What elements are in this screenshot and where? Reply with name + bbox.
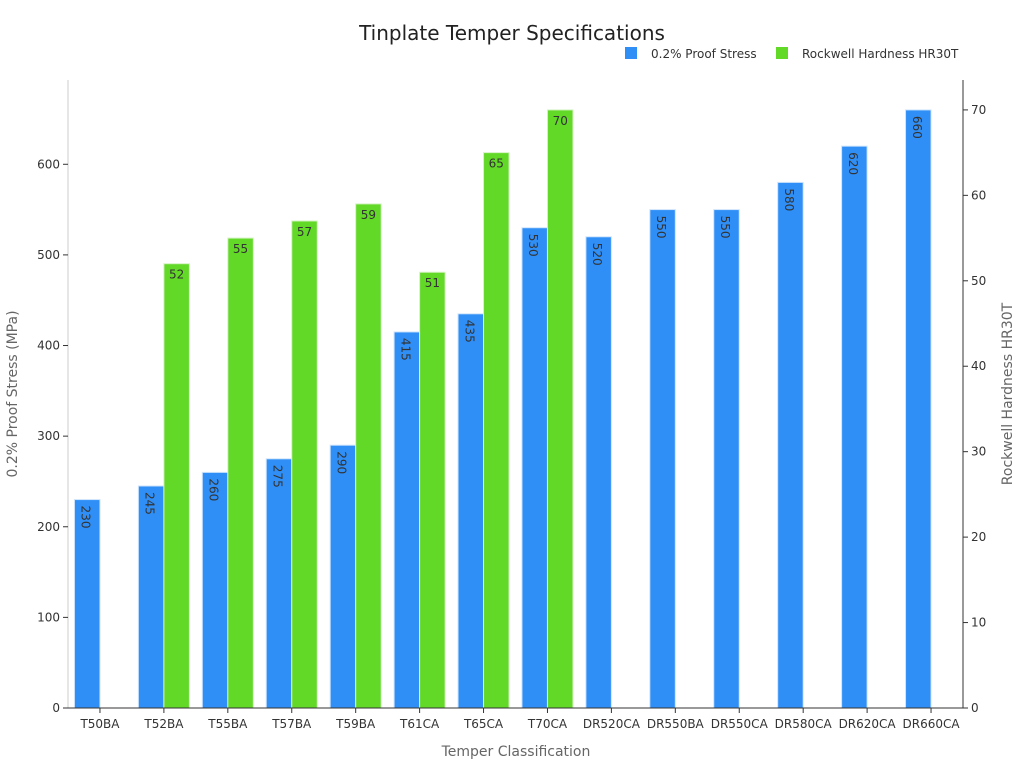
left-y-tick-label: 400	[37, 339, 60, 353]
left-y-tick-label: 0	[52, 701, 60, 715]
hardness-value-label: 70	[553, 114, 568, 128]
x-tick-label: T70CA	[527, 717, 568, 731]
proof-stress-bar	[457, 313, 485, 709]
left-y-axis: 0 100 200 300 400 500 600	[37, 157, 68, 715]
proof-stress-bar	[265, 458, 293, 709]
hardness-bar	[227, 237, 254, 709]
left-y-tick-label: 300	[37, 429, 60, 443]
left-y-tick-label: 600	[37, 157, 60, 171]
proof-stress-value-label: 245	[143, 492, 157, 515]
right-y-tick-label: 40	[971, 359, 986, 373]
proof-stress-bar	[73, 499, 101, 709]
x-tick-label: DR550BA	[647, 717, 705, 731]
proof-stress-bar	[649, 209, 676, 709]
legend-label-proof-stress: 0.2% Proof Stress	[651, 47, 757, 61]
proof-stress-value-label: 435	[462, 320, 476, 343]
left-y-axis-title: 0.2% Proof Stress (MPa)	[5, 310, 21, 477]
proof-stress-value-label: 620	[846, 152, 860, 175]
legend-swatch-proof-stress	[625, 47, 637, 59]
right-y-tick-label: 30	[971, 445, 986, 459]
proof-stress-bar	[585, 236, 612, 709]
proof-stress-value-label: 260	[207, 478, 221, 501]
x-tick-label: T61CA	[399, 717, 440, 731]
x-axis-title: Temper Classification	[441, 744, 591, 760]
hardness-value-label: 52	[169, 268, 184, 282]
hardness-bar	[355, 203, 382, 709]
x-tick-label: DR520CA	[583, 717, 641, 731]
hardness-value-label: 59	[361, 208, 376, 222]
proof-stress-value-label: 275	[271, 465, 285, 488]
proof-stress-value-label: 580	[782, 188, 796, 211]
proof-stress-value-label: 550	[718, 216, 732, 239]
hardness-bar	[546, 109, 574, 709]
hardness-value-label: 55	[233, 242, 248, 256]
x-tick-label: T50BA	[79, 717, 120, 731]
proof-stress-bar	[713, 209, 740, 709]
proof-stress-value-label: 290	[334, 451, 348, 474]
chart-title: Tinplate Temper Specifications	[358, 21, 665, 45]
right-y-tick-label: 0	[971, 701, 979, 715]
hardness-series: 52 55 57 59 51 65 70	[163, 109, 574, 709]
right-y-axis: 0 10 20 30 40 50 60 70	[963, 103, 986, 715]
hardness-value-label: 51	[425, 276, 440, 290]
x-tick-label: DR660CA	[902, 717, 960, 731]
proof-stress-value-label: 550	[654, 216, 668, 239]
legend-label-hardness: Rockwell Hardness HR30T	[802, 47, 959, 61]
x-tick-label: DR620CA	[839, 717, 897, 731]
right-y-tick-label: 60	[971, 188, 986, 202]
proof-stress-bar	[329, 444, 357, 709]
proof-stress-bar	[905, 109, 932, 709]
proof-stress-value-label: 520	[590, 243, 604, 266]
right-y-tick-label: 10	[971, 616, 986, 630]
proof-stress-value-label: 530	[526, 234, 540, 257]
right-y-tick-label: 70	[971, 103, 986, 117]
proof-stress-bar	[841, 145, 868, 709]
proof-stress-series: 230 245 260 275 290 415 435 530 520 550 550 580 620 6…	[73, 109, 932, 709]
proof-stress-bar	[777, 181, 804, 709]
x-tick-label: DR550CA	[711, 717, 769, 731]
hardness-bar	[163, 263, 190, 709]
right-y-tick-label: 20	[971, 530, 986, 544]
x-tick-label: T52BA	[143, 717, 184, 731]
hardness-bar	[419, 271, 446, 709]
hardness-value-label: 57	[297, 225, 312, 239]
left-y-tick-label: 200	[37, 520, 60, 534]
proof-stress-value-label: 660	[910, 116, 924, 139]
hardness-value-label: 65	[489, 157, 504, 171]
proof-stress-bar	[393, 331, 421, 709]
proof-stress-bar	[201, 471, 229, 709]
left-y-tick-label: 500	[37, 248, 60, 262]
proof-stress-bar	[137, 485, 165, 709]
x-tick-label: T57BA	[271, 717, 312, 731]
x-tick-label: T59BA	[335, 717, 376, 731]
x-axis: T50BA T52BA T55BA T57BA T59BA T61CA T65CA T70CA…	[79, 708, 960, 731]
hardness-bar	[291, 220, 318, 709]
proof-stress-value-label: 230	[79, 506, 93, 529]
legend: 0.2% Proof Stress Rockwell Hardness HR30…	[625, 47, 959, 61]
hardness-bar	[483, 152, 510, 709]
left-y-tick-label: 100	[37, 610, 60, 624]
proof-stress-value-label: 415	[398, 338, 412, 361]
x-tick-label: T65CA	[463, 717, 504, 731]
proof-stress-bar	[521, 227, 548, 709]
legend-swatch-hardness	[776, 47, 788, 59]
x-tick-label: DR580CA	[775, 717, 833, 731]
right-y-axis-title: Rockwell Hardness HR30T	[1000, 302, 1016, 485]
x-tick-label: T55BA	[207, 717, 248, 731]
right-y-tick-label: 50	[971, 274, 986, 288]
